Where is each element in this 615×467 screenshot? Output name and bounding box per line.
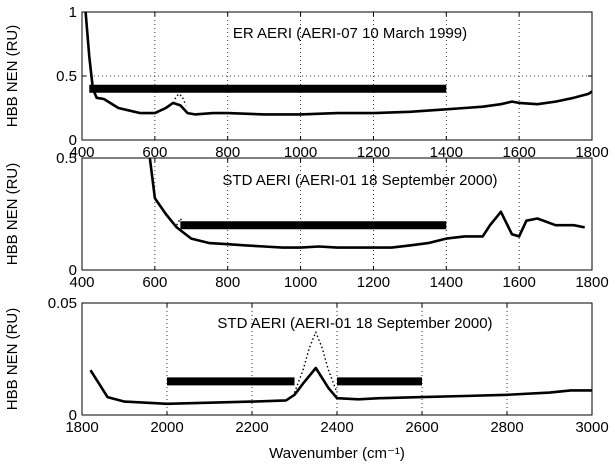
y-axis-label: HBB NEN (RU) — [4, 25, 21, 128]
x-tick-label: 1800 — [65, 419, 98, 436]
panel-2: 400 600 800 1000 1200 1400 1600 1800 0 0.5 HBB NEN… — [4, 150, 609, 291]
panel-title: STD AERI (AERI-01 18 September 2000) — [222, 172, 497, 189]
x-tick-label: 1800 — [575, 274, 608, 291]
series-solid — [89, 366, 592, 406]
y-axis-label: HBB NEN (RU) — [4, 163, 21, 266]
x-tick-label: 1200 — [357, 144, 390, 161]
x-tick-label: 1000 — [284, 274, 317, 291]
plot-frame — [81, 157, 593, 271]
x-tick-label: 2600 — [405, 419, 438, 436]
x-tick-label: 400 — [69, 274, 94, 291]
series-dotted — [293, 331, 338, 393]
panel-3: 1800 2000 2200 2400 2600 2800 3000 0 0.05 HBB NEN… — [4, 295, 609, 462]
y-axis-label: HBB NEN (RU) — [4, 308, 21, 411]
x-tick-label: 2800 — [490, 419, 523, 436]
panel-1: 400 600 800 1000 1200 1400 1600 1800 0 0.5 1 HBB NE… — [4, 4, 609, 161]
x-axis-label: Wavenumber (cm⁻¹) — [269, 445, 405, 462]
x-tick-label: 1600 — [502, 274, 535, 291]
y-tick-label: 0.05 — [48, 295, 77, 312]
x-tick-label: 1000 — [284, 144, 317, 161]
x-tick-label: 2000 — [150, 419, 183, 436]
x-tick-label: 800 — [215, 274, 240, 291]
y-tick-label: 0.5 — [56, 150, 77, 167]
y-tick-label: 1 — [69, 4, 77, 21]
series-solid — [84, 12, 592, 116]
x-tick-label: 600 — [142, 144, 167, 161]
x-tick-label: 1400 — [430, 144, 463, 161]
y-tick-label: 0 — [69, 407, 77, 424]
x-tick-label: 600 — [142, 274, 167, 291]
x-tick-label: 800 — [215, 144, 240, 161]
panel-title: STD AERI (AERI-01 18 September 2000) — [217, 315, 492, 332]
x-tick-label: 1600 — [502, 144, 535, 161]
series-solid — [148, 158, 585, 249]
series-dotted — [174, 93, 187, 106]
x-tick-label: 400 — [69, 144, 94, 161]
x-tick-label: 1800 — [575, 144, 608, 161]
x-tick-label: 2400 — [320, 419, 353, 436]
x-tick-label: 2200 — [235, 419, 268, 436]
y-tick-label: 0 — [69, 262, 77, 279]
y-tick-label: 0.5 — [56, 68, 77, 85]
series-dotted — [176, 217, 185, 226]
y-tick-label: 0 — [69, 132, 77, 149]
x-tick-label: 1200 — [357, 274, 390, 291]
panel-title: ER AERI (AERI-07 10 March 1999) — [233, 25, 467, 42]
x-tick-label: 3000 — [575, 419, 608, 436]
x-tick-label: 1400 — [430, 274, 463, 291]
